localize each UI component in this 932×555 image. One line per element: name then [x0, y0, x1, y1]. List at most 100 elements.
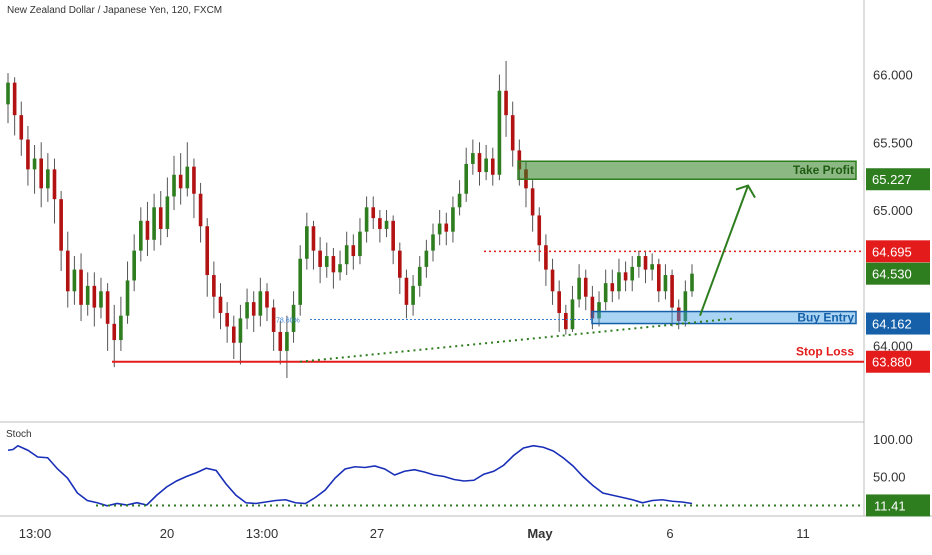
candle-body [444, 223, 449, 232]
time-tick-label: 6 [666, 526, 673, 541]
candle-body [238, 318, 243, 343]
candle-body [570, 299, 575, 330]
candle-body [603, 283, 608, 303]
candle-body [537, 215, 542, 246]
candle-body [504, 90, 508, 116]
candle-body [643, 256, 648, 270]
candle-body [265, 291, 269, 308]
candle-body [384, 220, 389, 229]
candle-body [457, 193, 462, 208]
candle-body [530, 188, 535, 216]
candle-body [397, 250, 402, 278]
chart-title: New Zealand Dollar / Japanese Yen, 120, … [7, 5, 222, 16]
candle-body [39, 158, 44, 189]
candle-body [318, 250, 322, 267]
candle-body [311, 226, 316, 251]
candle-body [324, 256, 329, 267]
candle-body [338, 264, 342, 273]
candle-body [477, 153, 482, 173]
candle-body [46, 169, 50, 189]
stoch-tag-label: 11.41 [874, 498, 906, 513]
candle-body [112, 323, 117, 341]
trendline [299, 317, 736, 363]
candle-body [351, 245, 356, 257]
levels: Take Profit Buy Entry 78.60% Stop Loss [112, 160, 864, 363]
candle-body [557, 291, 561, 313]
stop-loss-tag [866, 350, 930, 373]
candle-body [251, 302, 256, 316]
candle-body [583, 277, 588, 297]
stoch-label: Stoch [6, 429, 32, 440]
candles [6, 60, 694, 378]
stoch-tag [866, 494, 930, 517]
candle-body [132, 250, 136, 281]
last-price-tag [866, 262, 930, 285]
candle-body [650, 264, 654, 270]
candle-body [437, 223, 442, 235]
candle-body [364, 207, 369, 232]
candle-body [683, 291, 688, 322]
candle-body [245, 302, 249, 319]
candle-body [590, 296, 595, 319]
candle-body [92, 285, 97, 308]
candle-body [139, 220, 143, 251]
candle-body [85, 285, 90, 305]
candle-body [331, 256, 336, 273]
candle-body [391, 220, 395, 251]
stochastic-pane [7, 444, 864, 507]
candle-body [152, 207, 156, 240]
candle-body [178, 174, 183, 189]
candle-body [185, 166, 190, 189]
buy-entry-label: Buy Entry [797, 311, 854, 325]
time-tick-label: May [527, 526, 553, 541]
candle-body [32, 158, 37, 170]
candle-body [105, 291, 110, 324]
candle-body [72, 269, 77, 292]
candle-body [205, 226, 210, 276]
stop-loss-tag-label: 63.880 [872, 355, 912, 370]
candle-body [656, 264, 661, 292]
candle-body [79, 269, 83, 305]
time-tick-label: 27 [370, 526, 384, 541]
time-tick-label: 13:00 [246, 526, 279, 541]
candle-body [59, 199, 63, 251]
candle-body [431, 234, 435, 251]
resistance-tag-label: 64.695 [872, 244, 912, 259]
candle-body [497, 90, 502, 175]
candle-body [544, 245, 548, 270]
buy-entry-zone [591, 310, 857, 325]
candle-body [344, 245, 349, 265]
candle-body [145, 220, 150, 240]
candle-body [285, 331, 289, 351]
candle-body [6, 82, 10, 105]
candle-body [550, 269, 555, 292]
price-tick-label: 66.000 [873, 68, 913, 83]
candle-body [26, 139, 30, 170]
candle-body [464, 163, 469, 194]
stop-loss-label: Stop Loss [796, 345, 854, 359]
candle-body [172, 174, 176, 197]
candle-body [404, 277, 409, 305]
candle-body [65, 250, 70, 292]
candle-body [291, 304, 296, 332]
candle-body [371, 207, 376, 219]
candle-body [298, 258, 303, 305]
candle-body [411, 285, 415, 305]
candle-body [517, 150, 522, 170]
candle-body [577, 277, 581, 300]
time-tick-label: 11 [796, 526, 810, 541]
candle-body [637, 256, 641, 267]
candle-body [617, 272, 621, 292]
buy-entry-tag-label: 64.162 [872, 317, 912, 332]
candle-body [225, 312, 229, 327]
candle-body [471, 153, 475, 164]
candle-body [192, 166, 196, 194]
time-tick-label: 20 [160, 526, 174, 541]
resistance-tag [866, 240, 930, 263]
candle-body [212, 275, 216, 297]
candle-body [198, 193, 203, 227]
projection-arrow-head [735, 184, 756, 199]
